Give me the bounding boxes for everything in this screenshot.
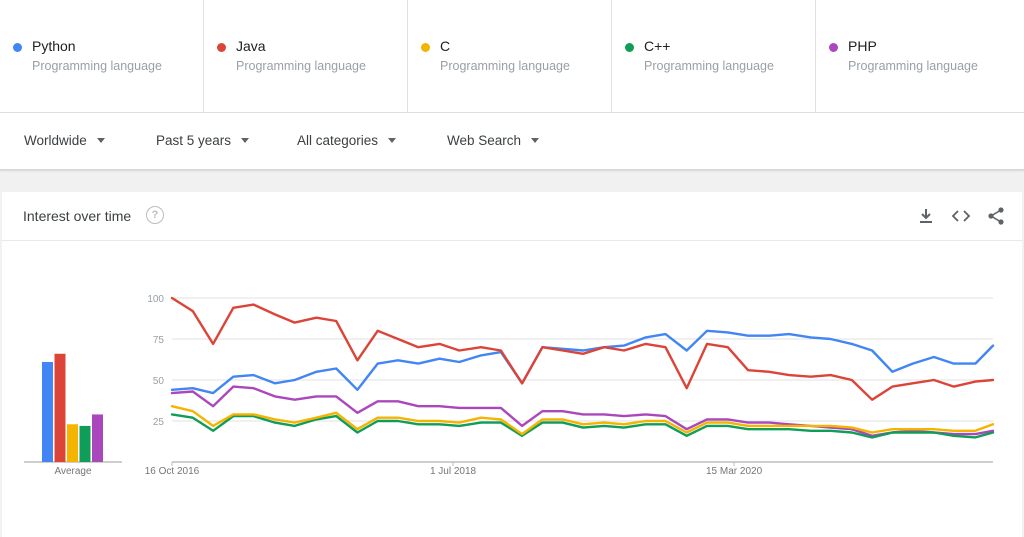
term-category: Programming language: [644, 59, 774, 73]
caret-down-icon: [96, 138, 105, 143]
term-php[interactable]: PHP Programming language: [816, 0, 1024, 112]
c-color-dot: [421, 43, 430, 52]
category-label: All categories: [297, 133, 379, 148]
card-header: Interest over time ?: [2, 192, 1022, 241]
average-label: Average: [54, 466, 92, 477]
period-dropdown[interactable]: Past 5 years: [156, 133, 250, 148]
series-line-php[interactable]: [170, 385, 995, 437]
help-icon[interactable]: ?: [146, 206, 164, 224]
y-tick-label: 25: [153, 417, 165, 428]
average-bar-c: [67, 424, 78, 462]
x-tick-label: 1 Jul 2018: [430, 466, 477, 477]
interest-over-time-card: Interest over time ?: [2, 192, 1022, 537]
caret-down-icon: [388, 138, 397, 143]
property-label: Web Search: [447, 133, 522, 148]
period-label: Past 5 years: [156, 133, 232, 148]
x-tick-label: 15 Mar 2020: [706, 466, 763, 477]
comparison-terms-bar: Python Programming language Java Program…: [0, 0, 1024, 113]
card-title: Interest over time: [23, 208, 132, 224]
series-line-java[interactable]: [170, 296, 995, 401]
series-line-cpp[interactable]: [170, 413, 995, 439]
y-tick-label: 100: [147, 294, 164, 305]
category-dropdown[interactable]: All categories: [297, 133, 397, 148]
average-bar-java: [54, 353, 66, 462]
caret-down-icon: [531, 138, 540, 143]
term-java[interactable]: Java Programming language: [204, 0, 408, 112]
cpp-color-dot: [625, 43, 634, 52]
java-color-dot: [217, 43, 226, 52]
term-name: C: [440, 38, 451, 54]
term-cpp[interactable]: C++ Programming language: [612, 0, 816, 112]
term-c[interactable]: C Programming language: [408, 0, 612, 112]
term-category: Programming language: [848, 59, 978, 73]
property-dropdown[interactable]: Web Search: [447, 133, 540, 148]
term-category: Programming language: [236, 59, 366, 73]
x-tick-label: 16 Oct 2016: [145, 466, 200, 477]
region-label: Worldwide: [24, 133, 87, 148]
series-line-python[interactable]: [170, 329, 995, 395]
download-icon[interactable]: [916, 206, 936, 226]
term-category: Programming language: [32, 59, 162, 73]
term-category: Programming language: [440, 59, 570, 73]
caret-down-icon: [241, 138, 250, 143]
share-icon[interactable]: [986, 206, 1006, 226]
php-color-dot: [829, 43, 838, 52]
average-bar-php: [92, 414, 103, 462]
python-color-dot: [13, 43, 22, 52]
region-dropdown[interactable]: Worldwide: [24, 133, 105, 148]
term-name: C++: [644, 38, 671, 54]
average-bar-cpp: [79, 425, 91, 462]
term-name: Java: [236, 38, 266, 54]
filter-bar: Worldwide Past 5 years All categories We…: [0, 113, 1024, 170]
term-name: PHP: [848, 38, 877, 54]
term-name: Python: [32, 38, 76, 54]
series-line-c[interactable]: [170, 405, 995, 436]
embed-icon[interactable]: [951, 206, 971, 226]
average-bar-chart: Average: [24, 353, 122, 477]
y-tick-label: 50: [153, 376, 165, 387]
average-bar-python: [42, 361, 53, 462]
y-tick-label: 75: [153, 335, 165, 346]
term-python[interactable]: Python Programming language: [0, 0, 204, 112]
